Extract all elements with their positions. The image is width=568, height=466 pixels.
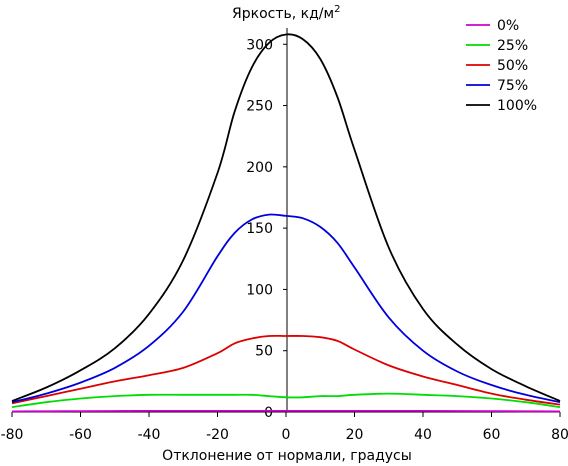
- y-tick-label: 0: [264, 405, 273, 421]
- x-tick-label: -80: [1, 427, 24, 443]
- x-tick-label: -20: [206, 427, 229, 443]
- series-line-100pct: [11, 33, 561, 402]
- series-lines: [11, 33, 561, 413]
- legend-label: 0%: [497, 18, 519, 34]
- x-tick-label: 20: [346, 427, 364, 443]
- series-line-75pct: [11, 213, 561, 404]
- x-tick-label: 60: [483, 427, 501, 443]
- x-tick-label: -60: [69, 427, 92, 443]
- y-tick-label: 200: [246, 160, 273, 176]
- y-tick-label: 150: [246, 221, 273, 237]
- legend-label: 75%: [497, 78, 528, 94]
- x-tick-label: 40: [414, 427, 432, 443]
- y-tick-label: 50: [255, 344, 273, 360]
- x-tick-label: 80: [551, 427, 568, 443]
- legend-label: 25%: [497, 38, 528, 54]
- series-line-0pct: [11, 409, 561, 413]
- x-axis-label: Отклонение от нормали, градусы: [162, 448, 412, 464]
- y-axis-label: Яркость, кд/м2: [232, 4, 340, 22]
- x-tick-label: -40: [138, 427, 161, 443]
- y-tick-label: 100: [246, 282, 273, 298]
- x-tick-labels: -80 -60 -40 -20 0 20 40 60 80: [1, 412, 568, 443]
- y-tick-label: 300: [246, 37, 273, 53]
- x-tick-label: 0: [282, 427, 291, 443]
- y-tick-label: 250: [246, 99, 273, 115]
- series-line-50pct: [11, 334, 561, 406]
- legend-label: 50%: [497, 58, 528, 74]
- y-tick-labels: 0 50 100 150 200 250 300: [246, 37, 287, 421]
- legend-label: 100%: [497, 98, 537, 114]
- legend: 0% 25% 50% 75% 100%: [466, 18, 537, 114]
- series-line-25pct: [11, 392, 561, 408]
